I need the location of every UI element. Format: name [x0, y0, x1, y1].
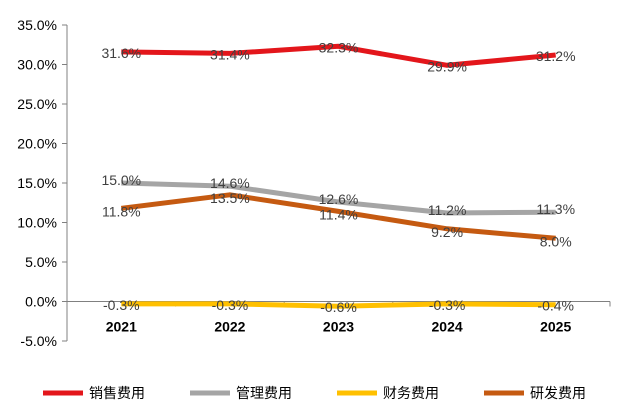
- legend-label: 研发费用: [530, 386, 586, 402]
- y-tick-label: -5.0%: [20, 333, 57, 349]
- data-label: -0.6%: [320, 299, 357, 315]
- data-label: 12.6%: [319, 191, 359, 207]
- legend-label: 管理费用: [236, 386, 292, 402]
- legend-label: 财务费用: [383, 386, 439, 402]
- data-label: 8.0%: [540, 233, 572, 249]
- series-line-3: [121, 301, 556, 309]
- x-category-label: 2023: [323, 319, 354, 335]
- data-label: 11.8%: [102, 203, 141, 219]
- data-label: -0.3%: [103, 297, 140, 313]
- data-label: 31.2%: [536, 48, 576, 64]
- y-tick-label: 25.0%: [17, 96, 57, 112]
- series-line-4: [120, 192, 556, 241]
- data-label: -0.4%: [537, 298, 574, 314]
- x-category-label: 2021: [106, 319, 137, 335]
- y-tick-label: 0.0%: [25, 294, 57, 310]
- legend-label: 销售费用: [89, 386, 145, 402]
- data-label: 32.3%: [319, 39, 359, 55]
- data-label: 14.6%: [210, 175, 250, 191]
- data-label: 31.6%: [101, 45, 141, 61]
- y-tick-label: 5.0%: [25, 254, 57, 270]
- data-label: 13.5%: [210, 190, 250, 206]
- y-tick-label: 30.0%: [17, 57, 57, 73]
- y-tick-label: 35.0%: [17, 17, 57, 33]
- data-label: 11.4%: [319, 206, 358, 222]
- series-line-1: [121, 43, 556, 68]
- data-label: 31.4%: [210, 46, 250, 62]
- x-category-label: 2022: [214, 319, 245, 335]
- data-label: 11.3%: [536, 201, 575, 217]
- y-tick-label: 20.0%: [17, 136, 57, 152]
- y-tick-label: 10.0%: [17, 215, 57, 231]
- data-label: -0.3%: [212, 297, 249, 313]
- data-label: 11.2%: [428, 202, 467, 218]
- y-tick-label: 15.0%: [17, 175, 57, 191]
- data-label: 9.2%: [431, 224, 463, 240]
- data-label: -0.3%: [429, 297, 466, 313]
- series-line-2: [121, 180, 556, 216]
- data-label: 29.9%: [427, 58, 467, 74]
- x-category-label: 2025: [540, 319, 571, 335]
- x-category-label: 2024: [432, 319, 463, 335]
- data-label: 15.0%: [101, 172, 141, 188]
